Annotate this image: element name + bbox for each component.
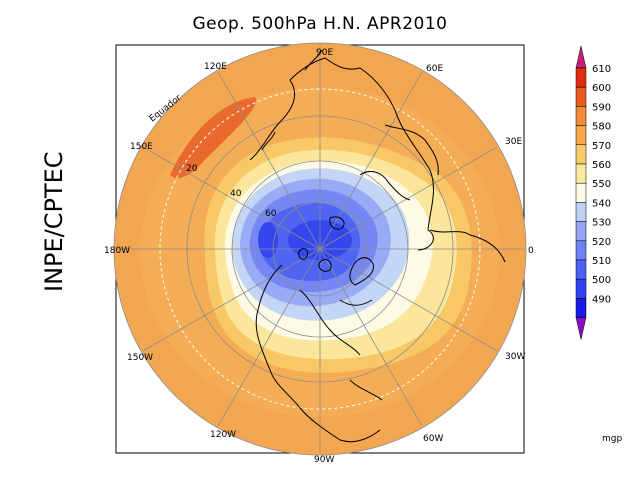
colorbar-arrow-high xyxy=(575,45,587,69)
coastlines xyxy=(249,49,506,443)
colorbar-tick-label: 500 xyxy=(592,275,611,286)
lon-label: 0 xyxy=(528,246,534,256)
colorbar-tick-label: 540 xyxy=(592,198,611,209)
colorbar-tick-label: 610 xyxy=(592,64,611,75)
colorbar-segment xyxy=(575,125,587,146)
colorbar-tick-label: 600 xyxy=(592,83,611,94)
lon-label: 30E xyxy=(505,137,522,147)
colorbar-segment xyxy=(575,278,587,299)
lon-label: 30W xyxy=(505,352,525,362)
lon-label: 120W xyxy=(210,430,236,440)
latitude-labels: 20 40 60 xyxy=(186,164,277,219)
map-title: Geop. 500hPa H.N. APR2010 xyxy=(192,14,448,34)
colorbar-tick-label: 510 xyxy=(592,256,611,267)
colorbar-segment xyxy=(575,202,587,222)
lat-label: 60 xyxy=(265,209,277,219)
colorbar-tick-label: 590 xyxy=(592,102,611,113)
lon-label: 180W xyxy=(104,246,130,256)
subtropical-max xyxy=(170,97,257,179)
colorbar-segment xyxy=(575,106,587,126)
graticule xyxy=(113,42,527,456)
lon-label: 90W xyxy=(314,455,334,465)
equator-circle xyxy=(159,88,481,410)
colorbar-tick-label: 570 xyxy=(592,141,611,152)
lon-label: 150W xyxy=(127,353,153,363)
colorbar-segment xyxy=(575,163,587,184)
colorbar-tick-label: 560 xyxy=(592,160,611,171)
colorbar-segment xyxy=(575,221,587,242)
colorbar-segment xyxy=(575,298,587,318)
colorbar: 610 600 590 580 570 560 550 540 530 520 510 500 490 xyxy=(575,45,611,340)
colorbar-segment xyxy=(575,86,587,107)
colorbar-segment xyxy=(575,144,587,165)
colorbar-segment xyxy=(575,67,587,88)
lat-label: 40 xyxy=(230,189,242,199)
colorbar-unit: mgp xyxy=(602,434,622,444)
colorbar-segment xyxy=(575,240,587,261)
colorbar-segment xyxy=(575,259,587,280)
lon-label: 60E xyxy=(426,64,443,74)
colorbar-arrow-low xyxy=(575,317,587,340)
lon-label: 120E xyxy=(204,62,227,72)
colorbar-segment xyxy=(575,182,587,203)
lon-label: 150E xyxy=(130,142,153,152)
colorbar-tick-label: 550 xyxy=(592,179,611,190)
lat-label: 20 xyxy=(186,164,198,174)
colorbar-tick-label: 520 xyxy=(592,237,611,248)
contour-510-b xyxy=(258,222,278,258)
longitude-labels: 90E 60E 30E 0 30W 60W 90W 120W 150W 180W… xyxy=(104,48,534,465)
colorbar-tick-label: 530 xyxy=(592,218,611,229)
colorbar-tick-label: 580 xyxy=(592,122,611,133)
colorbar-tick-label: 490 xyxy=(592,294,611,305)
lon-label: 60W xyxy=(423,434,443,444)
lon-label: 90E xyxy=(316,48,333,58)
